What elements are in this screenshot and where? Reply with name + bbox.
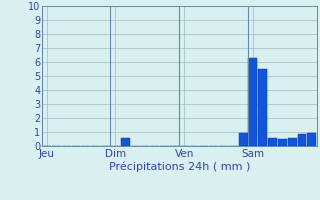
Bar xyxy=(288,138,297,146)
Bar xyxy=(121,138,130,146)
Bar xyxy=(239,133,247,146)
Bar xyxy=(258,69,267,146)
X-axis label: Précipitations 24h ( mm ): Précipitations 24h ( mm ) xyxy=(108,162,250,172)
Bar xyxy=(278,139,287,146)
Bar xyxy=(308,133,316,146)
Bar xyxy=(298,134,307,146)
Bar xyxy=(268,138,277,146)
Bar xyxy=(249,58,257,146)
